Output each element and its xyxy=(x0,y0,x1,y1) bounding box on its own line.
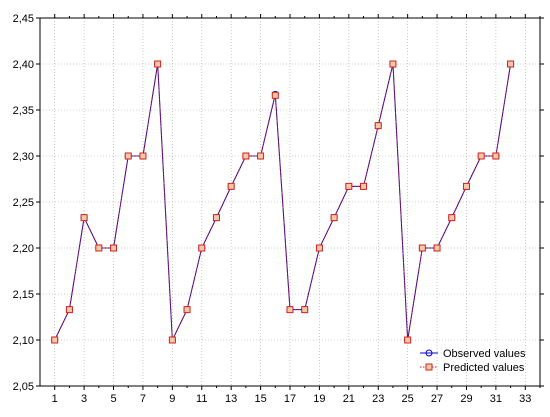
y-tick-label: 2,40 xyxy=(13,59,34,71)
data-point xyxy=(95,244,103,252)
x-tick-label: 9 xyxy=(169,393,175,405)
data-point xyxy=(360,182,368,190)
y-tick-label: 2,15 xyxy=(13,289,34,301)
data-point xyxy=(110,244,118,252)
x-tick-label: 17 xyxy=(284,393,296,405)
x-tick-label: 5 xyxy=(110,393,116,405)
legend-marker xyxy=(425,349,433,357)
legend: Observed values Predicted values xyxy=(420,348,526,374)
grid-lines xyxy=(40,17,540,387)
legend-label: Predicted values xyxy=(443,362,525,374)
data-point xyxy=(257,152,265,160)
data-point xyxy=(492,152,500,160)
data-point xyxy=(374,122,382,130)
x-tick-label: 33 xyxy=(519,393,531,405)
data-point xyxy=(404,336,412,344)
data-point xyxy=(286,306,294,314)
data-point xyxy=(183,306,191,314)
data-point xyxy=(271,91,279,99)
y-tick-label: 2,10 xyxy=(13,335,34,347)
x-tick-label: 7 xyxy=(140,393,146,405)
x-tick-label: 29 xyxy=(460,393,472,405)
data-point xyxy=(168,336,176,344)
axis-ticks xyxy=(36,14,544,390)
data-point xyxy=(242,152,250,160)
x-tick-label: 1 xyxy=(52,393,58,405)
data-point xyxy=(65,306,73,314)
x-tick-label: 25 xyxy=(402,393,414,405)
y-tick-label: 2,20 xyxy=(13,243,34,255)
x-tick-label: 27 xyxy=(431,393,443,405)
data-point xyxy=(198,244,206,252)
series-predicted xyxy=(51,60,515,344)
data-point xyxy=(462,182,470,190)
x-tick-label: 15 xyxy=(254,393,266,405)
x-axis-tick-labels: 1 3 5 7 9 11 13 15 17 19 21 23 25 27 29 31 33 xyxy=(52,393,532,405)
data-point xyxy=(389,60,397,68)
data-point xyxy=(139,152,147,160)
series-layer xyxy=(51,60,515,344)
data-point xyxy=(315,244,323,252)
y-tick-label: 2,05 xyxy=(13,381,34,393)
y-tick-label: 2,25 xyxy=(13,197,34,209)
data-point xyxy=(212,214,220,222)
data-point xyxy=(418,244,426,252)
data-point xyxy=(51,336,59,344)
data-point xyxy=(448,214,456,222)
x-tick-label: 19 xyxy=(313,393,325,405)
y-tick-label: 2,30 xyxy=(13,151,34,163)
data-point xyxy=(301,306,309,314)
legend-marker xyxy=(425,363,433,371)
data-point xyxy=(477,152,485,160)
data-point xyxy=(345,182,353,190)
data-point xyxy=(124,152,132,160)
x-tick-label: 11 xyxy=(196,393,207,405)
x-tick-label: 13 xyxy=(225,393,237,405)
data-point xyxy=(227,182,235,190)
x-tick-label: 31 xyxy=(490,393,502,405)
x-tick-label: 21 xyxy=(343,393,355,405)
data-point xyxy=(507,60,515,68)
data-point xyxy=(154,60,162,68)
legend-label: Observed values xyxy=(443,348,526,360)
x-tick-label: 3 xyxy=(81,393,87,405)
y-tick-label: 2,35 xyxy=(13,105,34,117)
data-point xyxy=(80,214,88,222)
data-point xyxy=(433,244,441,252)
data-point xyxy=(330,214,338,222)
x-tick-label: 23 xyxy=(372,393,384,405)
y-tick-label: 2,45 xyxy=(13,13,34,25)
y-axis-tick-labels: 2,05 2,10 2,15 2,20 2,25 2,30 2,35 2,40 2,45 xyxy=(13,13,34,393)
